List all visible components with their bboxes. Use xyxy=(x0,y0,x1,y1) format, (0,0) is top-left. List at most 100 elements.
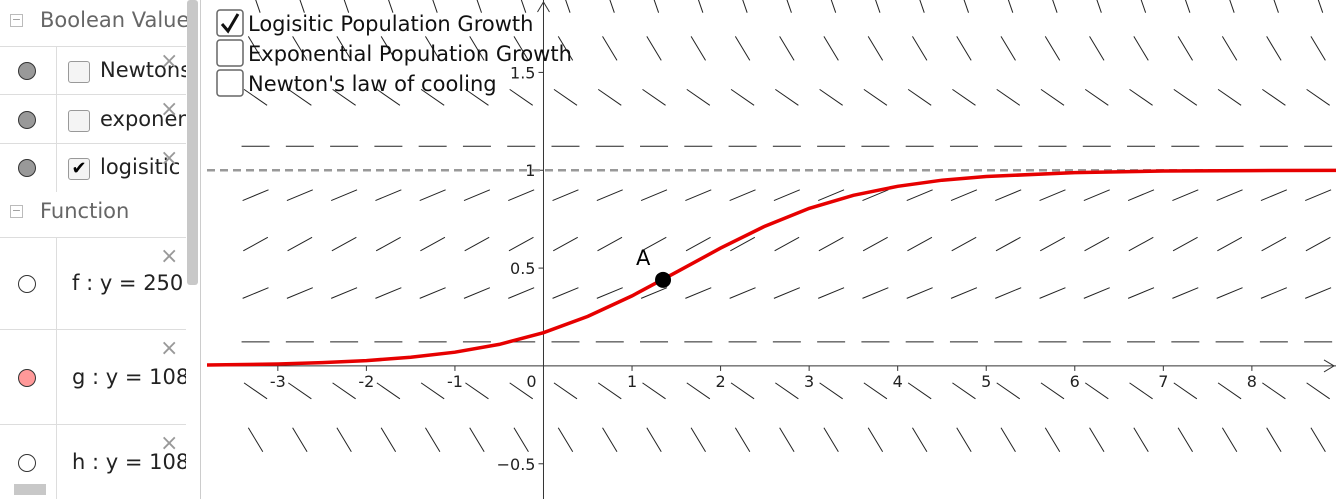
checkbox[interactable] xyxy=(216,9,244,37)
slope-segment xyxy=(331,236,357,252)
slope-segment xyxy=(906,189,933,201)
slope-segment xyxy=(332,382,356,400)
slope-segment xyxy=(646,427,662,453)
slope-segment xyxy=(242,189,269,201)
slope-segment xyxy=(425,427,441,453)
slope-segment xyxy=(862,287,889,299)
visibility-toggle[interactable] xyxy=(18,275,36,293)
slope-segment xyxy=(1216,287,1243,299)
slope-segment xyxy=(830,0,837,13)
slope-segment xyxy=(553,88,578,106)
curve xyxy=(207,168,1336,367)
slope-segment xyxy=(1133,36,1149,61)
slope-segment xyxy=(1310,36,1326,61)
slope-segment xyxy=(1040,236,1066,252)
slope-segment xyxy=(463,287,491,299)
item-label: Newtons xyxy=(100,58,186,82)
slope-segment xyxy=(1044,36,1061,61)
slope-segment xyxy=(1260,287,1288,299)
checkbox[interactable] xyxy=(216,39,244,67)
divider xyxy=(56,330,57,425)
slope-segment xyxy=(823,427,839,453)
checkbox[interactable] xyxy=(68,109,90,132)
slope-segment xyxy=(343,0,350,13)
checkbox[interactable]: ✔ xyxy=(68,158,90,180)
slope-segment xyxy=(995,189,1022,201)
delete-button[interactable]: × xyxy=(160,49,179,74)
slope-segment xyxy=(819,382,843,400)
checkbox[interactable] xyxy=(68,61,90,83)
visibility-toggle[interactable] xyxy=(18,159,36,177)
slope-segment xyxy=(476,0,482,13)
slope-segment xyxy=(773,189,800,201)
slope-segment xyxy=(867,427,884,453)
x-tick-label: 0 xyxy=(526,372,536,391)
slope-segment xyxy=(867,36,884,61)
scrollbar[interactable] xyxy=(187,0,198,285)
algebra-row: h : y = 108 × xyxy=(0,424,186,499)
slope-segment xyxy=(646,36,662,61)
visibility-toggle[interactable] xyxy=(18,453,36,472)
slope-segment xyxy=(247,36,264,61)
slope-segment xyxy=(1096,0,1102,13)
x-tick-label: 1 xyxy=(627,372,637,391)
scrollbar[interactable] xyxy=(14,484,46,495)
slope-segment xyxy=(465,382,489,400)
checkbox-label: Logisitic Population Growth xyxy=(248,12,533,36)
slope-segment xyxy=(557,427,574,453)
slope-segment xyxy=(520,0,527,13)
slope-segment xyxy=(1128,236,1154,252)
delete-button[interactable]: × xyxy=(160,431,179,456)
slope-segment xyxy=(697,0,704,13)
slope-segment xyxy=(247,427,264,453)
delete-button[interactable]: × xyxy=(160,146,179,171)
slope-segment xyxy=(686,382,711,400)
slope-segment xyxy=(508,189,535,201)
slope-segment xyxy=(730,236,756,252)
slope-segment xyxy=(1089,427,1105,453)
slope-segment xyxy=(995,236,1021,252)
slope-segment xyxy=(286,287,313,299)
slope-segment xyxy=(299,0,305,13)
slope-segment xyxy=(863,88,888,106)
collapse-toggle[interactable]: − xyxy=(10,204,23,218)
x-tick-label: -1 xyxy=(447,372,463,391)
item-label: f : y = 250 xyxy=(72,271,184,295)
x-tick-label: 8 xyxy=(1247,372,1257,391)
slope-segment xyxy=(336,36,352,61)
divider xyxy=(56,238,57,330)
slope-segment xyxy=(1266,36,1282,61)
slope-segment xyxy=(419,287,446,299)
point-label: A xyxy=(636,246,651,270)
slope-segment xyxy=(565,0,571,13)
slope-segment xyxy=(1039,189,1066,201)
slope-segment xyxy=(375,287,402,299)
slope-segment xyxy=(956,36,972,61)
group-title: Function xyxy=(40,199,130,223)
algebra-row: ✔ logisitic × xyxy=(0,143,186,192)
slope-segment xyxy=(1039,287,1066,299)
delete-button[interactable]: × xyxy=(160,97,179,122)
slope-segment xyxy=(862,189,889,201)
group-title: Boolean Value xyxy=(40,8,190,32)
delete-button[interactable]: × xyxy=(160,336,179,361)
collapse-toggle[interactable]: − xyxy=(10,13,23,27)
checkbox[interactable] xyxy=(216,69,244,97)
slope-segment xyxy=(513,427,529,453)
group-header: − Boolean Value xyxy=(0,0,190,46)
divider xyxy=(56,47,57,95)
slope-segment xyxy=(596,287,623,299)
visibility-toggle[interactable] xyxy=(18,368,36,387)
slope-segment xyxy=(1266,427,1282,453)
delete-button[interactable]: × xyxy=(160,244,179,269)
slope-segment xyxy=(1129,88,1153,106)
visibility-toggle[interactable] xyxy=(18,62,36,80)
slope-segment xyxy=(952,382,976,400)
slope-segment xyxy=(1133,427,1149,453)
slope-segment xyxy=(641,236,667,252)
slope-segment xyxy=(875,0,881,13)
slope-segment xyxy=(243,88,268,106)
slope-segment xyxy=(730,88,755,106)
visibility-toggle[interactable] xyxy=(18,110,36,129)
